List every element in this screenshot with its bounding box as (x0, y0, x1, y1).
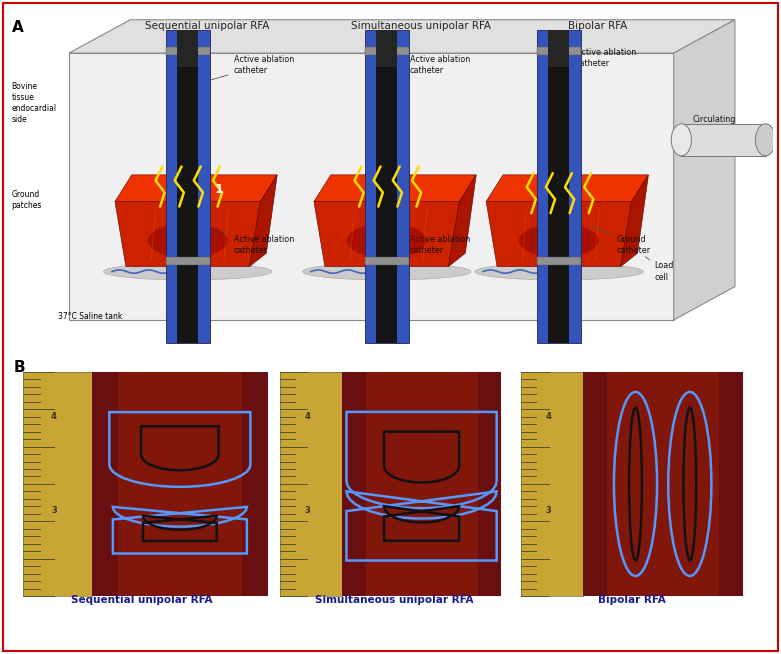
Text: 3: 3 (305, 506, 310, 515)
Bar (23, 371, 91, 596)
Bar (177, 30, 198, 67)
Polygon shape (448, 175, 476, 267)
Text: Active ablation
catheter: Active ablation catheter (191, 224, 294, 255)
Text: 37°C Saline tank: 37°C Saline tank (58, 312, 122, 321)
Bar (548, 30, 569, 67)
Text: Bipolar RFA: Bipolar RFA (568, 22, 627, 31)
Bar (166, 46, 210, 55)
Polygon shape (69, 53, 674, 320)
Bar (681, 124, 765, 156)
Text: Active ablation
catheter: Active ablation catheter (558, 48, 636, 82)
Bar (537, 256, 581, 265)
Bar (280, 371, 501, 596)
Ellipse shape (475, 263, 643, 280)
Ellipse shape (103, 263, 272, 280)
Text: Simultaneous unipolar RFA: Simultaneous unipolar RFA (351, 22, 491, 31)
Text: Active ablation
catheter: Active ablation catheter (389, 224, 470, 255)
Bar (23, 371, 268, 596)
Text: Active ablation
catheter: Active ablation catheter (191, 54, 294, 86)
Text: Sequential unipolar RFA: Sequential unipolar RFA (71, 595, 212, 605)
Ellipse shape (302, 263, 471, 280)
Polygon shape (486, 175, 648, 201)
Bar (166, 30, 210, 343)
Text: Ground
patches: Ground patches (12, 190, 42, 210)
Text: Simultaneous unipolar RFA: Simultaneous unipolar RFA (315, 595, 473, 605)
Ellipse shape (148, 223, 228, 258)
Bar (166, 256, 210, 265)
Bar (376, 30, 397, 343)
Polygon shape (486, 201, 632, 267)
Text: A: A (12, 20, 23, 35)
Bar (548, 30, 569, 343)
Polygon shape (674, 20, 735, 320)
Ellipse shape (519, 223, 599, 258)
Bar (91, 371, 268, 596)
Text: B: B (14, 360, 26, 375)
Bar (537, 46, 581, 55)
Text: 4: 4 (546, 412, 551, 421)
Bar (376, 30, 397, 67)
Text: Load
cell: Load cell (645, 256, 674, 282)
Bar (365, 46, 408, 55)
Bar (366, 371, 477, 596)
Text: 3: 3 (51, 506, 57, 515)
Polygon shape (249, 175, 277, 267)
Polygon shape (115, 175, 277, 201)
Text: 3: 3 (546, 506, 551, 515)
Bar (365, 30, 408, 343)
Polygon shape (115, 201, 260, 267)
Ellipse shape (347, 223, 426, 258)
Text: Sequential unipolar RFA: Sequential unipolar RFA (144, 22, 269, 31)
Ellipse shape (755, 124, 776, 156)
Bar (521, 371, 743, 596)
Bar (521, 371, 583, 596)
Bar (177, 30, 198, 343)
Bar (341, 371, 501, 596)
Text: 4: 4 (51, 412, 57, 421)
Polygon shape (314, 175, 476, 201)
Text: Active ablation
catheter: Active ablation catheter (386, 54, 470, 86)
Text: Ground
catheter: Ground catheter (592, 226, 651, 255)
Bar (280, 371, 341, 596)
Polygon shape (621, 175, 648, 267)
Text: Bovine
tissue
endocardial
side: Bovine tissue endocardial side (12, 82, 57, 124)
Text: 1: 1 (215, 183, 223, 196)
Polygon shape (314, 201, 459, 267)
Ellipse shape (671, 124, 691, 156)
Bar (607, 371, 719, 596)
Text: Circulating
saline: Circulating saline (680, 114, 736, 135)
Bar (365, 256, 408, 265)
Polygon shape (69, 20, 735, 53)
Bar (118, 371, 241, 596)
Bar (583, 371, 743, 596)
Text: 4: 4 (305, 412, 310, 421)
Text: Bipolar RFA: Bipolar RFA (597, 595, 665, 605)
Bar (537, 30, 581, 343)
